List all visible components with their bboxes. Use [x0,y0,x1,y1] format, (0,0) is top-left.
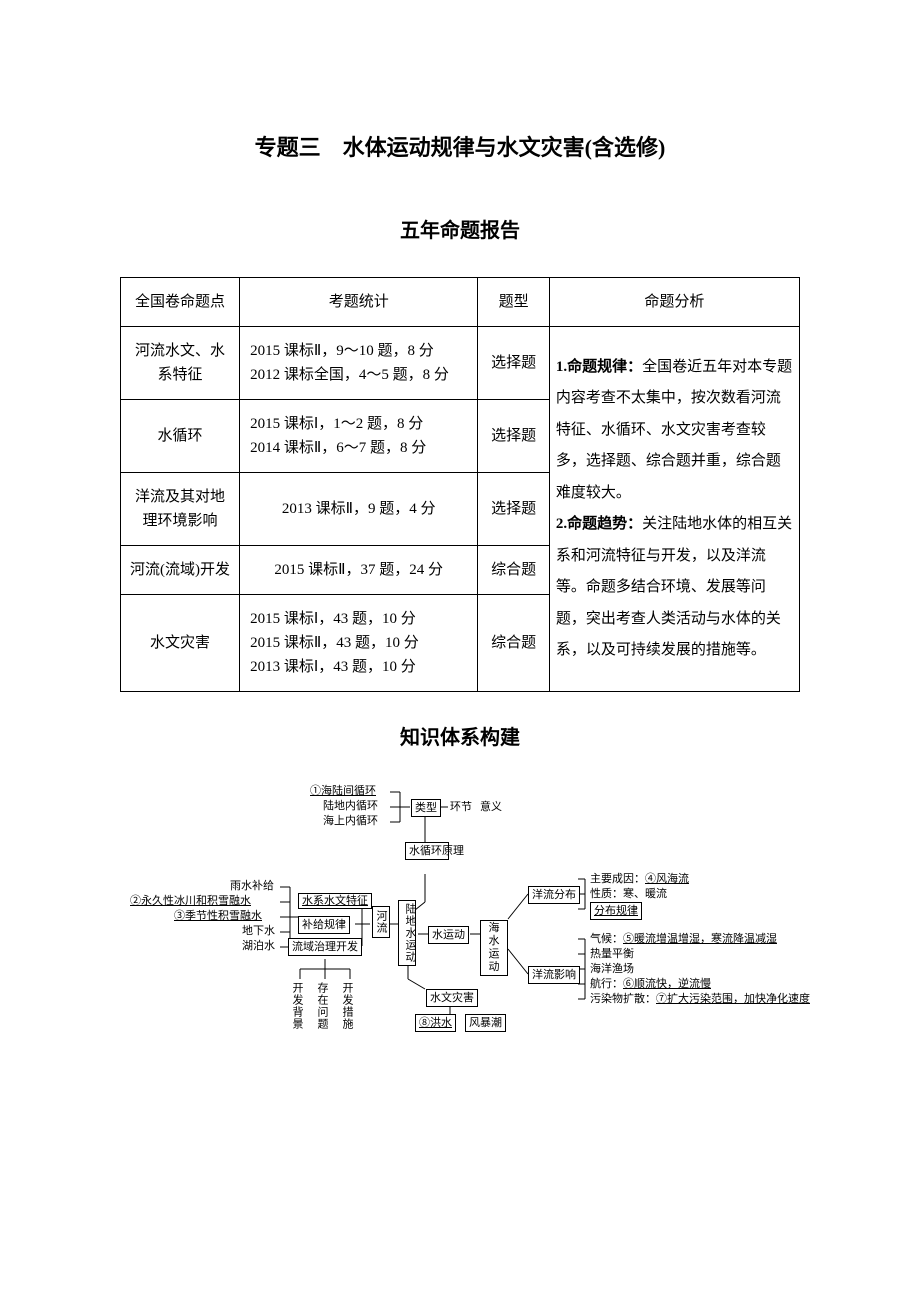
analysis-cell: 1.命题规律：全国卷近五年对本专题内容考查不太集中，按次数看河流特征、水循环、水… [549,327,799,692]
stats-cell: 2015 课标Ⅰ，1～2 题，8 分 2014 课标Ⅱ，6～7 题，8 分 [240,400,478,473]
stats-cell: 2015 课标Ⅱ，37 题，24 分 [240,546,478,595]
header-analysis: 命题分析 [549,278,799,327]
stats-cell: 2015 课标Ⅱ，9～10 题，8 分 2012 课标全国，4～5 题，8 分 [240,327,478,400]
node-storm: 风暴潮 [465,1014,506,1032]
section-title-report: 五年命题报告 [120,215,800,247]
node-lake: 湖泊水 [242,939,275,953]
topic-cell: 水文灾害 [121,595,240,692]
table-header-row: 全国卷命题点 考题统计 题型 命题分析 [121,278,800,327]
node-seawater: 海水运动 [480,920,508,976]
node-groundwater: 地下水 [242,924,275,938]
node-sea-cycle: 海上内循环 [323,814,378,828]
type-cell: 选择题 [478,473,549,546]
stat-line: 2015 课标Ⅱ，9～10 题，8 分 [250,339,469,363]
node-meaning: 意义 [480,800,502,814]
analysis-label-2: 2.命题趋势： [556,516,642,532]
node-sea-land-cycle: ①海陆间循环 [310,784,376,798]
node-basin-dev: 流域治理开发 [288,938,362,956]
node-nav: 航行：⑥顺流快，逆流慢 [590,977,711,991]
main-title: 专题三 水体运动规律与水文灾害(含选修) [120,130,800,165]
analysis-text-2: 关注陆地水体的相互关系和河流特征与开发，以及洋流等。命题多结合环境、发展等问题，… [556,516,792,658]
node-current-dist: 洋流分布 [528,886,580,904]
stat-line: 2015 课标Ⅱ，43 题，10 分 [250,631,469,655]
stats-cell: 2015 课标Ⅰ，43 题，10 分 2015 课标Ⅱ，43 题，10 分 20… [240,595,478,692]
stat-line: 2015 课标Ⅰ，1～2 题，8 分 [250,412,469,436]
type-cell: 综合题 [478,546,549,595]
node-ice: ②永久性冰川和积雪融水 [130,894,251,908]
node-climate: 气候：⑤暖流增温增湿，寒流降温减湿 [590,932,777,946]
node-type: 类型 [411,799,441,817]
node-river: 河流 [372,906,390,938]
node-dev-problem: 存在问题 [315,982,329,1030]
node-current-effect: 洋流影响 [528,966,580,984]
node-hydrology: 水系水文特征 [298,894,372,908]
stat-line: 2014 课标Ⅱ，6～7 题，8 分 [250,436,469,460]
stat-line: 2012 课标全国，4～5 题，8 分 [250,363,469,387]
node-cycle-principle: 水循环原理 [405,842,449,860]
topic-cell: 河流水文、水系特征 [121,327,240,400]
exam-report-table: 全国卷命题点 考题统计 题型 命题分析 河流水文、水系特征 2015 课标Ⅱ，9… [120,277,800,692]
stat-line: 2013 课标Ⅰ，43 题，10 分 [250,655,469,679]
knowledge-diagram: ①海陆间循环 陆地内循环 海上内循环 类型 环节 意义 水循环原理 雨水补给 ②… [130,784,790,1074]
node-supply-rule: 补给规律 [298,916,350,934]
node-fishery: 海洋渔场 [590,962,634,976]
table-row: 河流水文、水系特征 2015 课标Ⅱ，9～10 题，8 分 2012 课标全国，… [121,327,800,400]
node-rain: 雨水补给 [230,879,274,893]
knowledge-diagram-container: ①海陆间循环 陆地内循环 海上内循环 类型 环节 意义 水循环原理 雨水补给 ②… [120,784,800,1082]
header-type: 题型 [478,278,549,327]
topic-cell: 洋流及其对地理环境影响 [121,473,240,546]
node-dist-rule: 分布规律 [590,902,642,920]
analysis-label-1: 1.命题规律： [556,359,642,375]
type-cell: 选择题 [478,400,549,473]
stat-line: 2015 课标Ⅰ，43 题，10 分 [250,607,469,631]
stats-cell: 2013 课标Ⅱ，9 题，4 分 [240,473,478,546]
node-watermove: 水运动 [428,926,469,944]
node-dev-bg: 开发背景 [290,982,304,1030]
node-dev-measure: 开发措施 [340,982,354,1030]
node-seasonal: ③季节性积雪融水 [174,909,262,923]
node-heat: 热量平衡 [590,947,634,961]
node-land-cycle: 陆地内循环 [323,799,378,813]
node-flood: ⑧洪水 [415,1014,456,1032]
node-pollution: 污染物扩散：⑦扩大污染范围，加快净化速度 [590,992,810,1006]
node-landwater: 陆地水运动 [398,900,416,966]
header-stats: 考题统计 [240,278,478,327]
node-cause: 主要成因：④风海流 [590,872,689,886]
type-cell: 选择题 [478,327,549,400]
topic-cell: 水循环 [121,400,240,473]
header-topic: 全国卷命题点 [121,278,240,327]
node-nature: 性质：寒、暖流 [590,887,667,901]
topic-cell: 河流(流域)开发 [121,546,240,595]
analysis-text-1: 全国卷近五年对本专题内容考查不太集中，按次数看河流特征、水循环、水文灾害考查较多… [556,359,792,501]
node-disaster: 水文灾害 [426,989,478,1007]
section-title-knowledge: 知识体系构建 [120,722,800,754]
node-link: 环节 [450,800,472,814]
type-cell: 综合题 [478,595,549,692]
